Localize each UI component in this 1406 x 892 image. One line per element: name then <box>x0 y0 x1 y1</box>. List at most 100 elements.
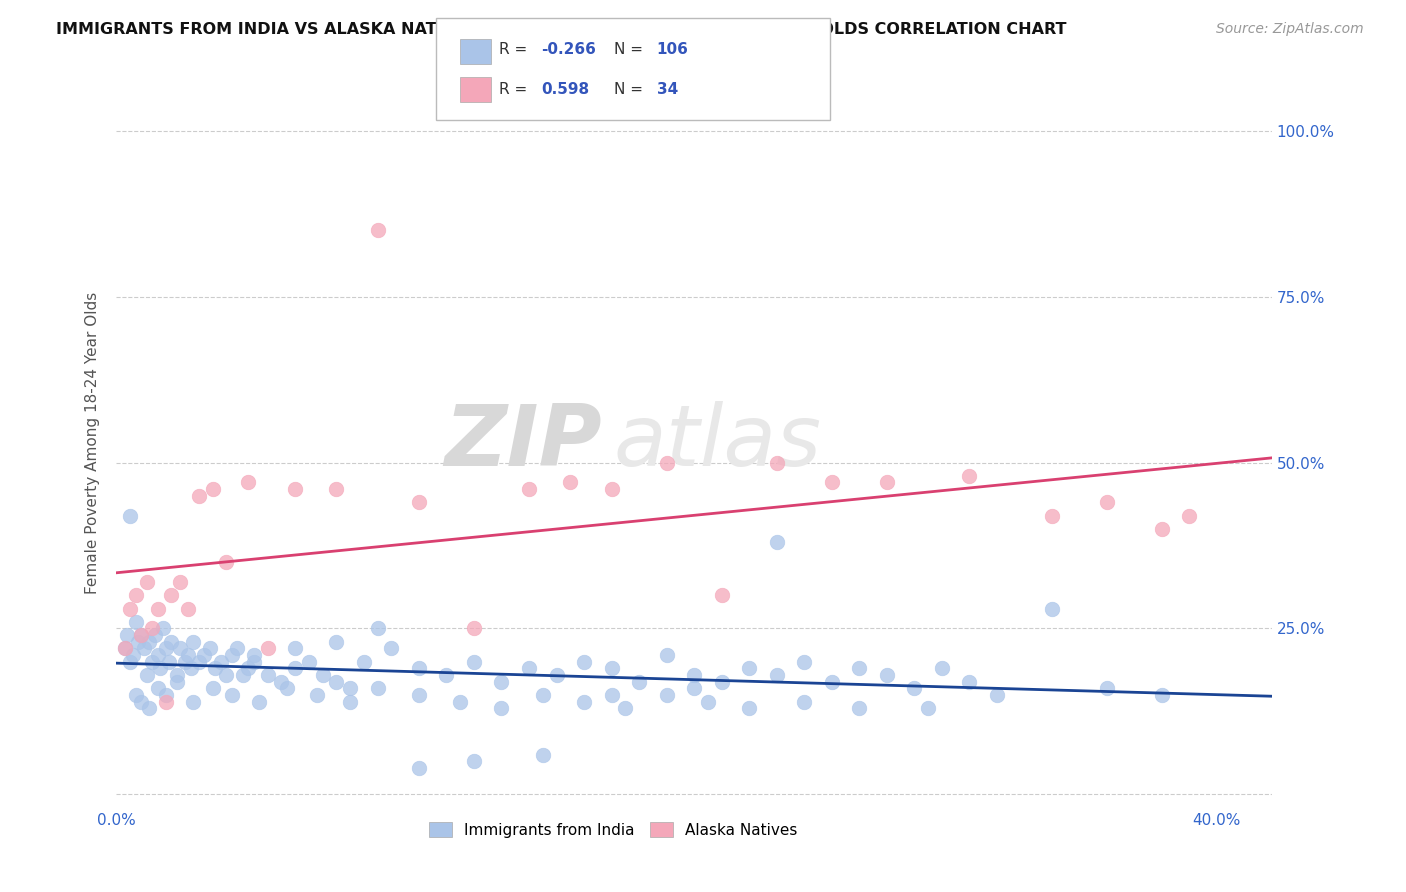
Point <box>600 482 623 496</box>
Point <box>765 535 787 549</box>
Point <box>339 681 361 696</box>
Point <box>560 475 582 490</box>
Point <box>931 661 953 675</box>
Point <box>198 641 221 656</box>
Point <box>174 655 197 669</box>
Point <box>215 555 238 569</box>
Point <box>572 655 595 669</box>
Point <box>600 661 623 675</box>
Point <box>876 668 898 682</box>
Point <box>141 622 163 636</box>
Point <box>129 694 152 708</box>
Point <box>169 574 191 589</box>
Point <box>118 601 141 615</box>
Point <box>957 674 980 689</box>
Point <box>903 681 925 696</box>
Point <box>124 588 146 602</box>
Point <box>270 674 292 689</box>
Point <box>204 661 226 675</box>
Point <box>160 634 183 648</box>
Point <box>367 223 389 237</box>
Point <box>1178 508 1201 523</box>
Point <box>201 482 224 496</box>
Point <box>325 674 347 689</box>
Point <box>793 694 815 708</box>
Point <box>155 641 177 656</box>
Point <box>821 475 844 490</box>
Point <box>408 761 430 775</box>
Point <box>238 475 260 490</box>
Text: Source: ZipAtlas.com: Source: ZipAtlas.com <box>1216 22 1364 37</box>
Text: R =: R = <box>499 43 533 57</box>
Point <box>243 655 266 669</box>
Point <box>463 622 485 636</box>
Point <box>166 674 188 689</box>
Point <box>1095 681 1118 696</box>
Point <box>655 688 678 702</box>
Point <box>917 701 939 715</box>
Text: atlas: atlas <box>613 401 821 484</box>
Text: 0.598: 0.598 <box>541 82 589 96</box>
Point <box>655 456 678 470</box>
Point <box>238 661 260 675</box>
Y-axis label: Female Poverty Among 18-24 Year Olds: Female Poverty Among 18-24 Year Olds <box>86 292 100 594</box>
Point <box>738 701 761 715</box>
Point <box>146 681 169 696</box>
Point <box>146 601 169 615</box>
Point <box>408 661 430 675</box>
Point <box>135 668 157 682</box>
Point <box>138 634 160 648</box>
Point <box>155 694 177 708</box>
Point <box>325 482 347 496</box>
Point <box>339 694 361 708</box>
Point <box>367 681 389 696</box>
Point <box>1150 522 1173 536</box>
Point <box>193 648 215 662</box>
Point <box>793 655 815 669</box>
Point <box>628 674 651 689</box>
Point <box>152 622 174 636</box>
Point <box>169 641 191 656</box>
Point <box>683 681 706 696</box>
Point <box>118 655 141 669</box>
Point <box>114 641 136 656</box>
Point <box>284 482 307 496</box>
Point <box>655 648 678 662</box>
Point <box>215 668 238 682</box>
Point <box>710 588 733 602</box>
Point <box>232 668 254 682</box>
Text: -0.266: -0.266 <box>541 43 596 57</box>
Point <box>187 655 209 669</box>
Point <box>614 701 637 715</box>
Point <box>463 655 485 669</box>
Point <box>118 508 141 523</box>
Point <box>1150 688 1173 702</box>
Point <box>765 668 787 682</box>
Point <box>124 615 146 629</box>
Point <box>307 688 329 702</box>
Point <box>256 641 278 656</box>
Point <box>149 661 172 675</box>
Point <box>325 634 347 648</box>
Point <box>738 661 761 675</box>
Point <box>141 655 163 669</box>
Point <box>243 648 266 662</box>
Point <box>986 688 1008 702</box>
Point <box>157 655 180 669</box>
Point <box>256 668 278 682</box>
Point <box>600 688 623 702</box>
Point <box>177 601 200 615</box>
Point <box>180 661 202 675</box>
Point <box>117 628 139 642</box>
Point <box>1095 495 1118 509</box>
Point <box>517 661 540 675</box>
Point <box>247 694 270 708</box>
Point <box>848 701 870 715</box>
Point <box>876 475 898 490</box>
Point <box>821 674 844 689</box>
Point <box>129 628 152 642</box>
Point <box>276 681 298 696</box>
Point <box>143 628 166 642</box>
Point <box>129 628 152 642</box>
Point <box>201 681 224 696</box>
